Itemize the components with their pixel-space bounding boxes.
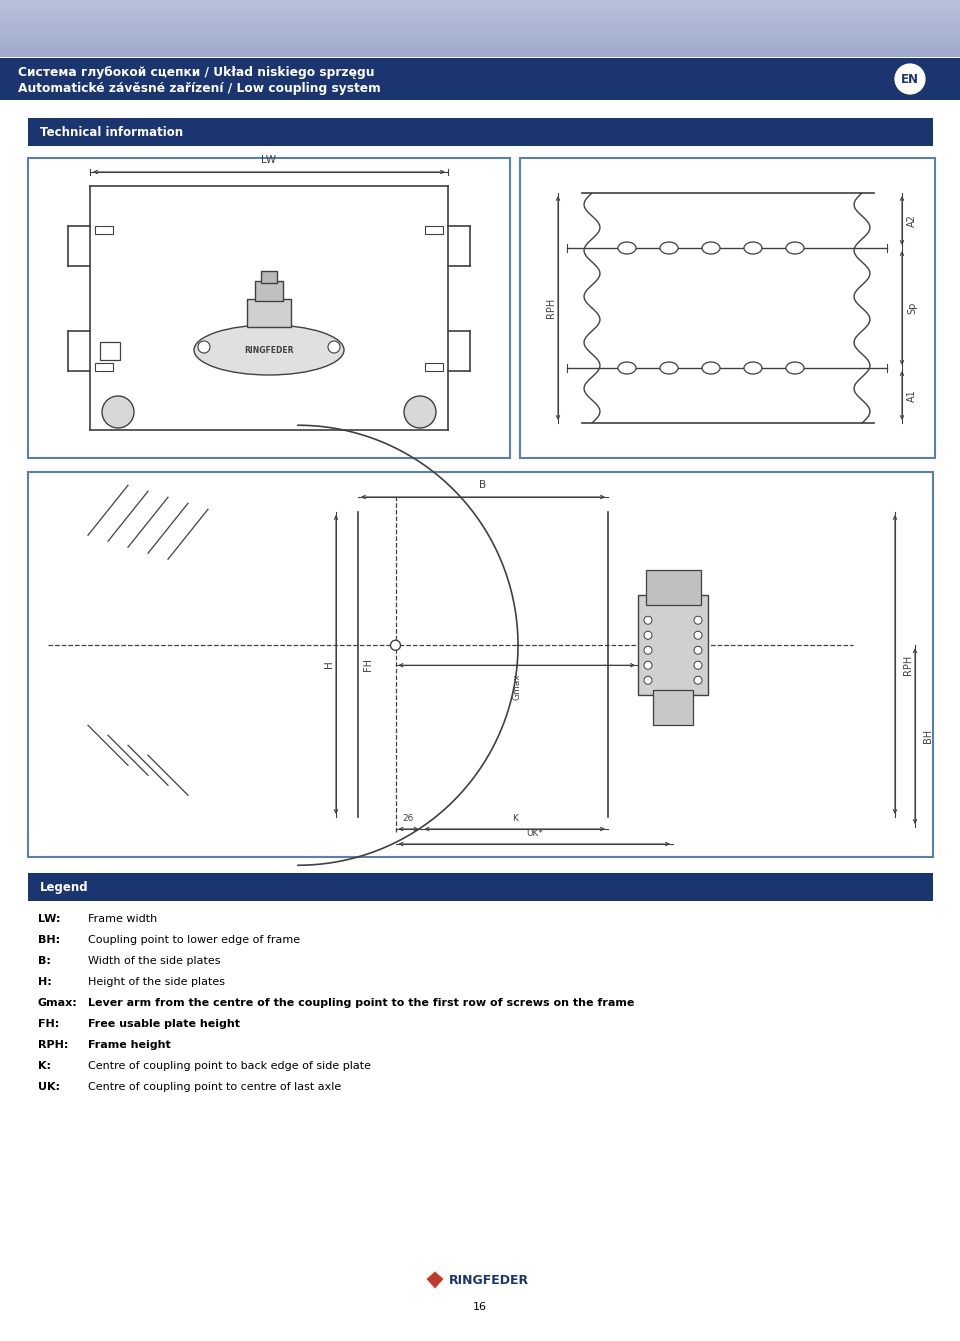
Ellipse shape xyxy=(744,241,762,253)
Text: H:: H: xyxy=(38,978,52,987)
Text: RPH:: RPH: xyxy=(38,1041,68,1050)
Bar xyxy=(247,299,291,327)
Circle shape xyxy=(328,341,340,353)
Circle shape xyxy=(644,646,652,654)
Circle shape xyxy=(102,396,134,428)
Text: Legend: Legend xyxy=(40,881,88,893)
Ellipse shape xyxy=(618,362,636,374)
Circle shape xyxy=(694,676,702,684)
Bar xyxy=(255,282,283,300)
Text: FH: FH xyxy=(363,658,373,670)
Bar xyxy=(653,691,693,725)
Text: Technical information: Technical information xyxy=(40,126,183,138)
Polygon shape xyxy=(426,1271,444,1289)
Text: Width of the side plates: Width of the side plates xyxy=(88,956,221,966)
Circle shape xyxy=(404,396,436,428)
Text: RPH: RPH xyxy=(546,298,556,318)
Text: B: B xyxy=(479,480,487,489)
Bar xyxy=(28,158,510,459)
Text: LW:: LW: xyxy=(38,915,60,924)
Text: UK*: UK* xyxy=(526,829,542,838)
Bar xyxy=(28,472,933,857)
Text: Centre of coupling point to back edge of side plate: Centre of coupling point to back edge of… xyxy=(88,1061,371,1071)
Ellipse shape xyxy=(702,362,720,374)
Bar xyxy=(95,227,113,233)
Bar xyxy=(95,363,113,371)
Circle shape xyxy=(694,661,702,669)
Circle shape xyxy=(644,676,652,684)
Text: RINGFEDER: RINGFEDER xyxy=(449,1274,529,1286)
Bar xyxy=(646,570,701,605)
Circle shape xyxy=(694,646,702,654)
Text: H: H xyxy=(324,661,334,668)
Bar xyxy=(520,158,935,459)
Text: RPH: RPH xyxy=(903,654,913,675)
Text: Gmax:: Gmax: xyxy=(38,998,78,1008)
Text: UK:: UK: xyxy=(38,1082,60,1092)
Circle shape xyxy=(644,617,652,625)
Bar xyxy=(28,873,933,901)
Text: BH: BH xyxy=(923,730,933,743)
Text: Система глубокой сцепки / Układ niskiego sprzęgu: Система глубокой сцепки / Układ niskiego… xyxy=(18,66,374,79)
Text: Frame width: Frame width xyxy=(88,915,157,924)
Bar xyxy=(100,342,120,359)
Ellipse shape xyxy=(194,325,344,375)
Ellipse shape xyxy=(660,241,678,253)
Text: EN: EN xyxy=(901,72,919,86)
Text: FH:: FH: xyxy=(38,1019,60,1029)
Ellipse shape xyxy=(702,241,720,253)
Text: B:: B: xyxy=(38,956,51,966)
Ellipse shape xyxy=(744,362,762,374)
Text: Sp: Sp xyxy=(907,302,917,314)
Text: Gmax: Gmax xyxy=(513,673,521,700)
Text: LW: LW xyxy=(261,156,276,165)
Text: Lever arm from the centre of the coupling point to the first row of screws on th: Lever arm from the centre of the couplin… xyxy=(88,998,635,1008)
Text: Coupling point to lower edge of frame: Coupling point to lower edge of frame xyxy=(88,935,300,945)
Circle shape xyxy=(694,632,702,640)
Text: A2: A2 xyxy=(907,215,917,227)
Bar xyxy=(261,271,277,283)
Circle shape xyxy=(198,341,210,353)
Ellipse shape xyxy=(660,362,678,374)
Ellipse shape xyxy=(786,241,804,253)
Text: Height of the side plates: Height of the side plates xyxy=(88,978,225,987)
Circle shape xyxy=(893,62,927,97)
Circle shape xyxy=(391,640,400,650)
Bar xyxy=(425,227,443,233)
Text: RINGFEDER: RINGFEDER xyxy=(244,346,294,354)
Text: Frame height: Frame height xyxy=(88,1041,171,1050)
Circle shape xyxy=(644,661,652,669)
Ellipse shape xyxy=(618,241,636,253)
Text: Centre of coupling point to centre of last axle: Centre of coupling point to centre of la… xyxy=(88,1082,341,1092)
Text: K: K xyxy=(512,814,517,823)
Text: A1: A1 xyxy=(907,389,917,402)
Bar xyxy=(425,363,443,371)
Text: Automatické závěsné zařízení / Low coupling system: Automatické závěsné zařízení / Low coupl… xyxy=(18,82,381,94)
Circle shape xyxy=(644,632,652,640)
Text: 26: 26 xyxy=(403,814,414,823)
Bar xyxy=(638,595,708,695)
Text: 16: 16 xyxy=(473,1302,487,1311)
Ellipse shape xyxy=(786,362,804,374)
Circle shape xyxy=(694,617,702,625)
Bar xyxy=(28,118,933,146)
Text: Free usable plate height: Free usable plate height xyxy=(88,1019,240,1029)
Text: K:: K: xyxy=(38,1061,51,1071)
Bar xyxy=(0,58,960,101)
Text: BH:: BH: xyxy=(38,935,60,945)
